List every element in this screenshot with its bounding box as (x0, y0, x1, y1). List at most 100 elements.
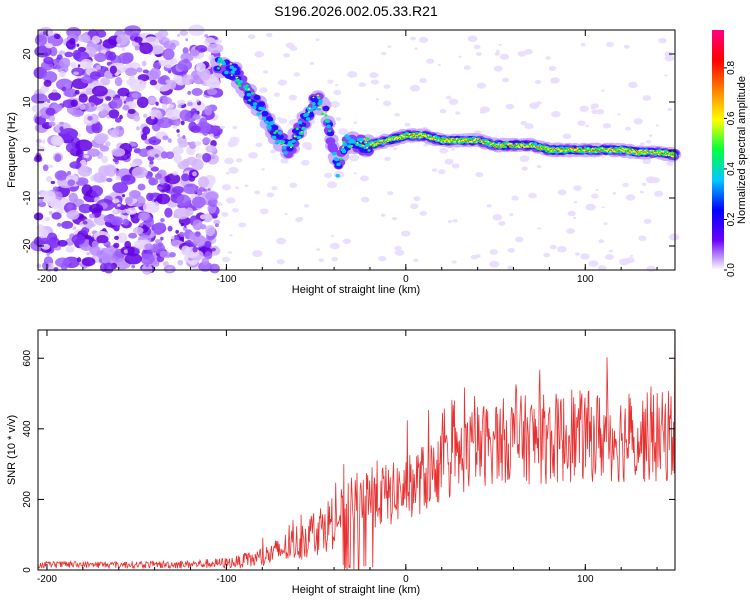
spectrogram-trace-blob (419, 136, 422, 139)
spectrogram-noise-blob (42, 139, 46, 144)
spectrogram-faint-blob (439, 108, 447, 114)
spectrogram-trace-blob (651, 151, 653, 153)
spectrogram-faint-blob (489, 249, 498, 255)
spectrogram-noise-blob (48, 121, 56, 127)
spectrogram-faint-blob (475, 51, 482, 56)
spectrogram-trace-blob (452, 138, 455, 140)
spectrogram-faint-blob (664, 51, 673, 57)
spectrogram-noise-blob (105, 244, 111, 249)
spectrogram-trace-blob (638, 149, 641, 152)
snr-y-tick-label: 400 (22, 420, 33, 437)
spectrogram-trace-blob (543, 147, 545, 149)
spectrogram-trace-blob (637, 151, 639, 153)
spectrogram-trace-blob (466, 140, 468, 142)
spectrogram-noise-blob (45, 107, 56, 116)
spectrogram-trace-blob (355, 142, 359, 146)
spectrogram-faint-blob (262, 70, 269, 74)
spectrogram-trace-blob (636, 152, 638, 154)
spectrogram-faint-blob (463, 65, 471, 70)
spectrogram-faint-blob (605, 254, 614, 261)
spectrogram-trace-blob (468, 141, 470, 143)
spectrogram-faint-blob (608, 249, 613, 253)
spectrogram-noise-blob (161, 97, 173, 105)
spectrogram-trace-blob (323, 111, 326, 114)
spectrogram-noise-blob (190, 108, 197, 114)
spectrogram-faint-blob (221, 256, 231, 263)
spectrogram-faint-blob (505, 103, 515, 110)
spectrogram-trace-blob (291, 139, 296, 143)
snr-y-tick-label: 0 (22, 567, 33, 573)
spectrogram-noise-blob (114, 76, 123, 87)
spectrogram-noise-blob (169, 42, 176, 51)
spectrogram-noise-blob (91, 240, 99, 249)
spectrogram-faint-blob (601, 89, 605, 92)
spectrogram-noise-blob (160, 217, 165, 223)
spectrogram-trace-blob (591, 147, 594, 150)
spectrogram-faint-blob (330, 234, 335, 238)
spectrogram-faint-blob (224, 157, 235, 165)
spectrogram-noise-blob (91, 122, 103, 134)
spectrogram-trace-blob (377, 143, 379, 145)
spectrogram-trace-blob (432, 135, 434, 137)
spectrogram-trace-blob (625, 148, 628, 151)
spectrogram-faint-blob (458, 55, 462, 58)
spectrogram-noise-blob (185, 207, 194, 216)
spectrogram-noise-blob (112, 182, 129, 194)
spectrogram-trace-blob (290, 144, 294, 148)
colorbar-tick-label: 0.8 (726, 61, 737, 75)
spectrogram-trace-blob (539, 148, 542, 150)
spectrogram-trace-blob (644, 149, 647, 152)
spectrogram-faint-blob (375, 98, 379, 101)
spectrogram-trace-blob (521, 143, 524, 145)
spectrogram-trace-blob (488, 143, 490, 145)
spectrogram-faint-blob (409, 84, 421, 92)
colorbar-tick-label: 0.4 (726, 162, 737, 176)
spectrogram-trace-blob (608, 149, 611, 151)
spectrogram-noise-blob (68, 192, 78, 203)
spectrogram-trace-blob (538, 146, 541, 148)
spectrogram-trace-blob (390, 139, 393, 141)
spectrogram-trace-blob (464, 139, 466, 141)
spectrogram-trace-blob (450, 141, 453, 143)
spectrogram-trace-blob (580, 149, 582, 151)
spectrogram-faint-blob (273, 92, 281, 97)
spectrogram-trace-blob (237, 82, 241, 85)
spectrogram-trace-blob (407, 135, 409, 137)
spectrogram-trace-blob (230, 74, 233, 76)
spectrogram-noise-blob (139, 223, 144, 227)
spectrogram-trace-blob (609, 150, 612, 153)
spectrogram-trace-blob (395, 136, 397, 138)
spectrogram-trace-blob (369, 143, 372, 146)
spectrogram-trace-blob (312, 96, 315, 99)
spectrogram-faint-blob (603, 222, 608, 225)
spectrogram-trace-blob (317, 96, 321, 100)
spectrogram-trace-blob (379, 139, 382, 142)
spectrogram-noise-blob (141, 133, 148, 141)
spectrogram-faint-blob (404, 122, 411, 127)
spectrogram-noise-blob (177, 104, 182, 109)
spectrogram-trace-blob (578, 149, 580, 151)
spectrogram-noise-blob (106, 177, 113, 183)
spectrogram-noise-blob (176, 33, 181, 37)
spectrogram-noise-blob (185, 38, 189, 42)
spectrogram-noise-blob (204, 105, 213, 116)
spectrogram-trace-blob (647, 151, 649, 153)
spectrogram-trace-blob (639, 152, 641, 154)
spectrogram-faint-blob (585, 124, 589, 128)
spectrogram-noise-blob (196, 62, 206, 72)
spectrogram-trace-blob (264, 120, 270, 125)
spectrogram-noise-blob (204, 240, 212, 249)
spectrogram-noise-blob (165, 108, 183, 120)
spectrogram-noise-blob (153, 222, 166, 232)
spectrogram-trace-blob (570, 148, 573, 151)
spectrogram-faint-blob (383, 100, 392, 107)
spectrogram-trace-blob (503, 143, 505, 145)
spectrogram-trace-blob (366, 147, 369, 149)
spectrogram-faint-blob (227, 251, 232, 254)
spectrogram-faint-blob (270, 149, 277, 154)
spectrogram-noise-blob (45, 42, 54, 49)
spectrogram-trace-blob (584, 151, 586, 153)
spectrogram-noise-blob (168, 70, 172, 74)
spectrogram-trace-blob (414, 135, 416, 137)
spectrogram-noise-blob (207, 43, 224, 54)
